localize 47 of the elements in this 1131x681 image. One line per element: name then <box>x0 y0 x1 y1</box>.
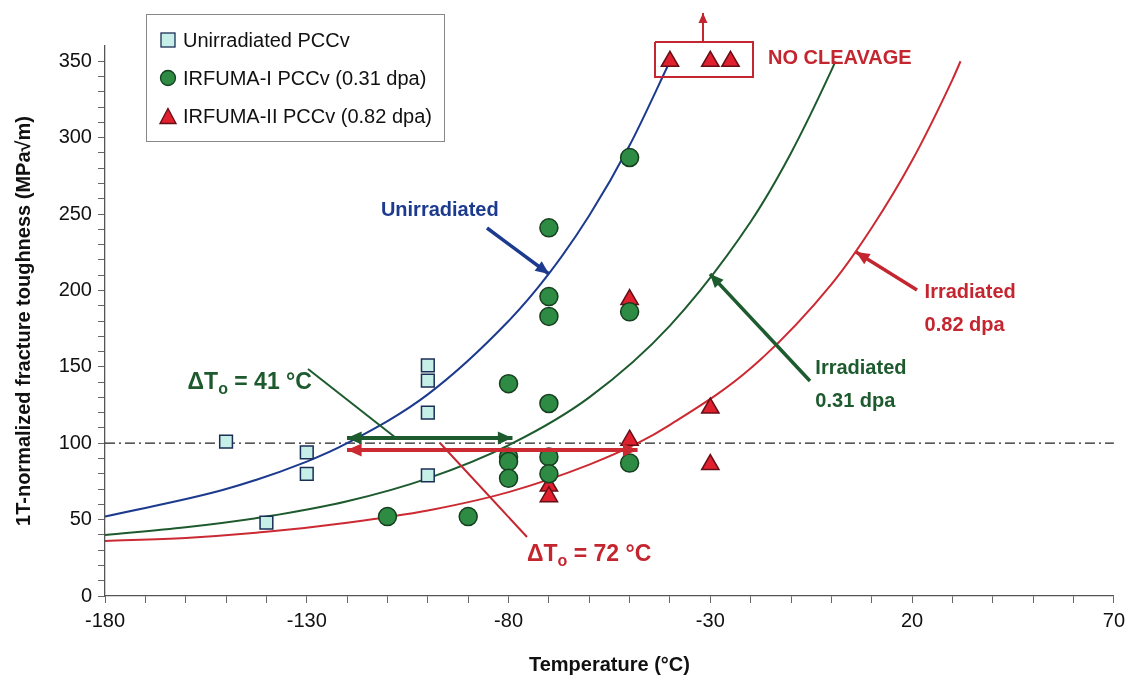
y-tick-label: 50 <box>69 507 92 530</box>
legend-label: IRFUMA-II PCCv (0.82 dpa) <box>183 104 432 128</box>
point <box>420 358 435 373</box>
y-tick-label: 200 <box>58 277 92 300</box>
y-tick-label: 0 <box>80 583 92 606</box>
x-tick-label: -80 <box>494 608 523 631</box>
point <box>259 515 274 530</box>
y-tick-label: 150 <box>58 354 92 377</box>
point <box>619 147 640 168</box>
x-tick-label: 20 <box>900 608 924 631</box>
annotation: Irradiated 0.82 dpa <box>924 279 1016 335</box>
y-tick-label: 300 <box>58 125 92 148</box>
point <box>539 393 559 414</box>
point <box>377 506 398 527</box>
point <box>539 286 559 307</box>
x-tick-label: -130 <box>286 608 327 631</box>
point <box>498 373 519 394</box>
point <box>420 468 435 483</box>
point <box>299 466 314 481</box>
point <box>660 50 680 68</box>
x-tick-label: -30 <box>695 608 725 631</box>
legend-label: Unirradiated PCCv <box>183 28 350 52</box>
point <box>619 453 640 473</box>
annotation: Unirradiated <box>380 198 499 221</box>
point <box>539 464 559 484</box>
y-tick-label: 350 <box>58 48 92 71</box>
y-tick-label: 100 <box>58 430 92 453</box>
x-tick-label: -180 <box>84 608 126 631</box>
x-tick-label: 70 <box>1102 608 1125 631</box>
point <box>218 434 234 449</box>
y-axis-title: 1T-normalized fracture toughness (MPa√m) <box>11 116 34 526</box>
point <box>420 405 435 420</box>
y-tick-label: 250 <box>58 201 92 224</box>
point <box>299 445 314 460</box>
point <box>539 306 559 327</box>
point <box>498 451 519 472</box>
annotation: Irradiated 0.31 dpa <box>815 356 907 412</box>
point <box>619 302 640 322</box>
point <box>420 373 435 388</box>
annotation: NO CLEAVAGE <box>768 45 912 68</box>
point <box>700 50 720 68</box>
legend-label: IRFUMA-I PCCv (0.31 dpa) <box>183 66 427 90</box>
point <box>721 50 740 68</box>
point <box>539 218 559 238</box>
x-axis-title: Temperature (°C) <box>528 652 690 675</box>
point <box>458 506 478 527</box>
point <box>498 468 519 489</box>
